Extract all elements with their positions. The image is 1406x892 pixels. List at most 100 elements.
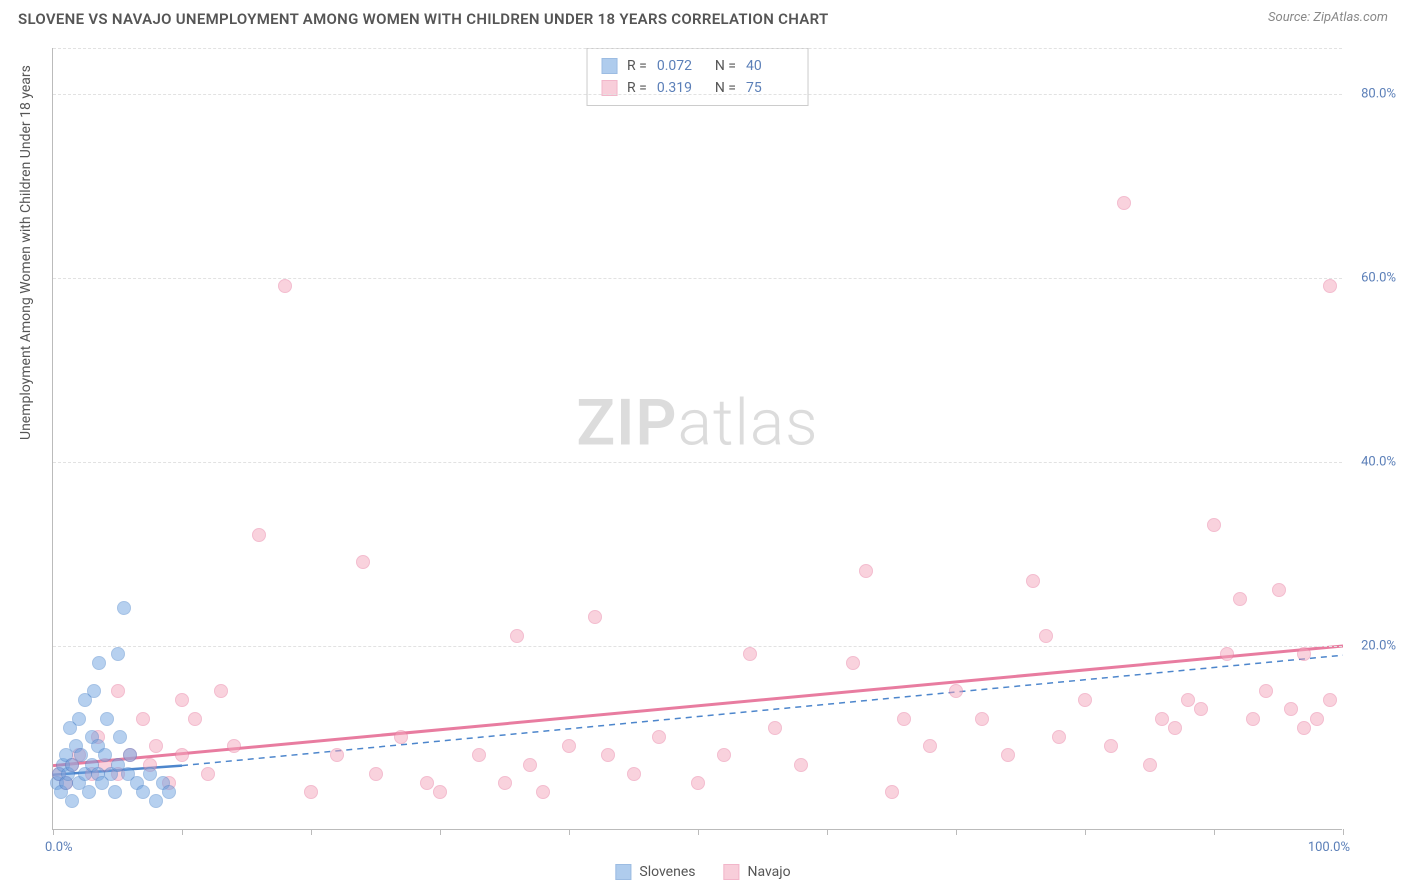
data-point-slovenes [82, 785, 96, 799]
grid-line [53, 278, 1342, 279]
data-point-slovenes [87, 684, 101, 698]
data-point-navajo [588, 610, 602, 624]
data-point-navajo [1026, 574, 1040, 588]
data-point-navajo [1052, 730, 1066, 744]
data-point-slovenes [149, 794, 163, 808]
data-point-navajo [1233, 592, 1247, 606]
data-point-navajo [330, 748, 344, 762]
data-point-navajo [1168, 721, 1182, 735]
data-point-slovenes [100, 712, 114, 726]
n-value-slovenes: 40 [746, 55, 794, 77]
data-point-navajo [897, 712, 911, 726]
data-point-navajo [743, 647, 757, 661]
legend-label-slovenes: Slovenes [639, 864, 695, 880]
data-point-navajo [536, 785, 550, 799]
trend-line [182, 655, 1343, 765]
legend-item-navajo: Navajo [723, 864, 790, 880]
grid-line [53, 462, 1342, 463]
data-point-navajo [627, 767, 641, 781]
legend-item-slovenes: Slovenes [615, 864, 695, 880]
data-point-navajo [304, 785, 318, 799]
data-point-navajo [472, 748, 486, 762]
r-label: R = [627, 55, 647, 77]
x-tick [827, 829, 828, 835]
data-point-navajo [1297, 647, 1311, 661]
data-point-navajo [1181, 693, 1195, 707]
x-axis-max-label: 100.0% [1308, 840, 1350, 855]
data-point-slovenes [123, 748, 137, 762]
legend-swatch-navajo-bottom [723, 864, 739, 880]
data-point-slovenes [72, 712, 86, 726]
data-point-navajo [510, 629, 524, 643]
x-tick [569, 829, 570, 835]
data-point-slovenes [113, 730, 127, 744]
data-point-slovenes [111, 647, 125, 661]
data-point-navajo [885, 785, 899, 799]
x-tick [698, 829, 699, 835]
trend-line [53, 646, 1343, 766]
legend-stats-box: R = 0.072 N = 40 R = 0.319 N = 75 [586, 48, 809, 106]
data-point-slovenes [162, 785, 176, 799]
data-point-slovenes [117, 601, 131, 615]
data-point-navajo [859, 564, 873, 578]
x-tick [53, 829, 54, 835]
data-point-navajo [149, 739, 163, 753]
data-point-slovenes [92, 656, 106, 670]
r-value-navajo: 0.319 [657, 77, 705, 99]
data-point-navajo [768, 721, 782, 735]
data-point-navajo [1104, 739, 1118, 753]
data-point-navajo [1323, 693, 1337, 707]
n-value-navajo: 75 [746, 77, 794, 99]
data-point-navajo [1078, 693, 1092, 707]
bottom-legend: Slovenes Navajo [615, 864, 790, 880]
data-point-navajo [278, 279, 292, 293]
data-point-navajo [975, 712, 989, 726]
data-point-navajo [717, 748, 731, 762]
data-point-navajo [923, 739, 937, 753]
data-point-navajo [188, 712, 202, 726]
data-point-navajo [652, 730, 666, 744]
grid-line [53, 48, 1342, 49]
chart-title: SLOVENE VS NAVAJO UNEMPLOYMENT AMONG WOM… [18, 10, 828, 28]
data-point-navajo [1220, 647, 1234, 661]
x-tick [440, 829, 441, 835]
data-point-navajo [1310, 712, 1324, 726]
data-point-navajo [175, 748, 189, 762]
data-point-navajo [252, 528, 266, 542]
x-tick [1085, 829, 1086, 835]
y-tick-label: 80.0% [1361, 87, 1396, 102]
data-point-slovenes [65, 794, 79, 808]
legend-swatch-slovenes [601, 58, 617, 74]
data-point-navajo [227, 739, 241, 753]
data-point-navajo [1323, 279, 1337, 293]
y-tick-label: 20.0% [1361, 639, 1396, 654]
legend-stats-row-navajo: R = 0.319 N = 75 [601, 77, 794, 99]
data-point-navajo [1155, 712, 1169, 726]
data-point-navajo [136, 712, 150, 726]
x-tick [1214, 829, 1215, 835]
data-point-navajo [1284, 702, 1298, 716]
data-point-navajo [1272, 583, 1286, 597]
data-point-navajo [523, 758, 537, 772]
data-point-navajo [498, 776, 512, 790]
x-tick [182, 829, 183, 835]
data-point-navajo [601, 748, 615, 762]
y-tick-label: 60.0% [1361, 271, 1396, 286]
source-label: Source: ZipAtlas.com [1268, 10, 1388, 25]
data-point-navajo [1143, 758, 1157, 772]
data-point-slovenes [136, 785, 150, 799]
watermark: ZIPatlas [576, 385, 818, 460]
watermark-atlas: atlas [678, 385, 819, 460]
data-point-navajo [949, 684, 963, 698]
data-point-navajo [562, 739, 576, 753]
chart-plot-area: ZIPatlas R = 0.072 N = 40 R = 0.319 N = … [52, 48, 1342, 830]
data-point-navajo [369, 767, 383, 781]
r-value-slovenes: 0.072 [657, 55, 705, 77]
data-point-navajo [214, 684, 228, 698]
data-point-navajo [1001, 748, 1015, 762]
data-point-slovenes [98, 748, 112, 762]
data-point-navajo [846, 656, 860, 670]
data-point-navajo [691, 776, 705, 790]
x-tick [311, 829, 312, 835]
data-point-navajo [201, 767, 215, 781]
